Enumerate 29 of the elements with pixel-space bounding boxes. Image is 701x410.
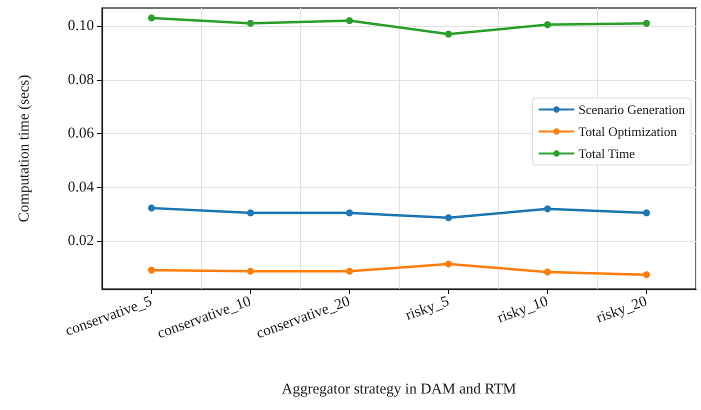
legend-label: Total Optimization [578, 124, 678, 139]
y-tick-label: 0.02 [68, 233, 94, 250]
point [445, 260, 452, 268]
point [346, 209, 353, 216]
x-tick-label: risky_5 [403, 293, 452, 324]
point [247, 209, 254, 216]
point [148, 14, 155, 22]
y-axis-title: Computation time (secs) [16, 74, 32, 222]
legend-label: Total Time [578, 146, 636, 161]
y-tick-label: 0.06 [68, 126, 94, 142]
point [544, 268, 551, 276]
point [544, 21, 551, 28]
point [445, 30, 452, 38]
point [148, 204, 155, 212]
point [643, 209, 650, 216]
point [544, 205, 551, 212]
point [346, 268, 353, 275]
point [346, 17, 353, 24]
point [247, 20, 254, 27]
point [148, 266, 155, 274]
y-tick-label: 0.08 [68, 72, 94, 88]
point [643, 20, 650, 27]
x-axis-title: Aggregator strategy in DAM and RTM [282, 382, 516, 398]
legend-label: Scenario Generation [578, 102, 686, 117]
point [247, 268, 254, 275]
y-tick-label: 0.10 [68, 18, 94, 34]
point [445, 214, 452, 222]
point [643, 271, 650, 278]
y-tick-label: 0.04 [68, 179, 94, 196]
